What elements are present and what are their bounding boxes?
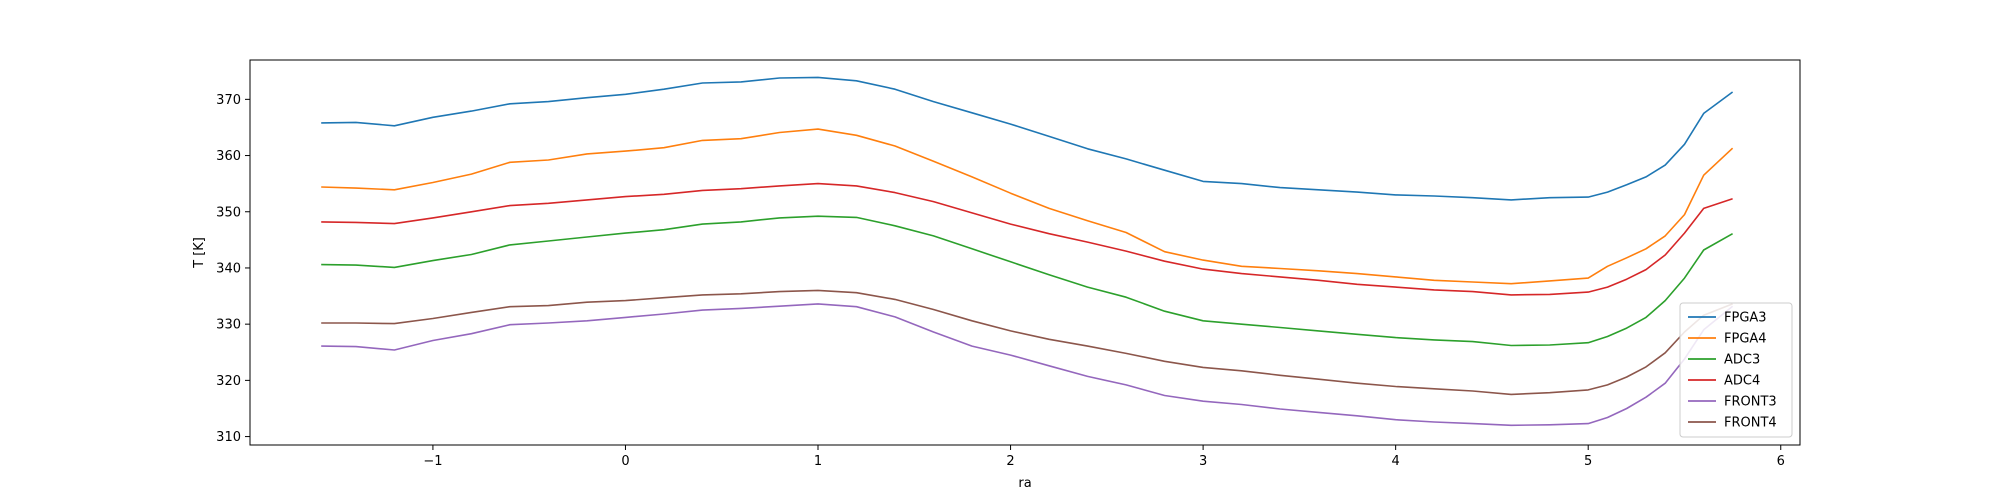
legend-label: ADC4 bbox=[1724, 374, 1760, 389]
x-tick-label: 6 bbox=[1777, 454, 1785, 469]
y-axis-ticks: 310 320 330 340 350 360 370 bbox=[216, 93, 250, 445]
x-axis-ticks: −1 0 1 2 3 4 5 6 bbox=[423, 445, 1785, 469]
x-tick-label: 5 bbox=[1584, 454, 1592, 469]
y-tick-label: 350 bbox=[216, 205, 241, 220]
y-tick-label: 360 bbox=[216, 149, 241, 164]
series-line-fpga3 bbox=[321, 76, 1734, 201]
x-tick-label: 3 bbox=[1199, 454, 1207, 469]
series-line-adc3 bbox=[321, 215, 1733, 347]
y-axis-label: T [K] bbox=[192, 237, 207, 269]
y-tick-label: 320 bbox=[216, 374, 241, 389]
series-lines bbox=[321, 76, 1734, 427]
legend-label: FPGA4 bbox=[1724, 332, 1767, 347]
legend-label: ADC3 bbox=[1724, 353, 1760, 368]
plot-frame bbox=[249, 59, 1801, 446]
legend-label: FRONT4 bbox=[1724, 416, 1777, 431]
legend-box bbox=[1679, 302, 1793, 438]
y-tick-label: 310 bbox=[216, 430, 241, 445]
x-tick-label: −1 bbox=[423, 454, 442, 469]
x-axis-label: ra bbox=[1018, 476, 1031, 491]
legend: FPGA3 FPGA4 ADC3 ADC4 FRONT3 FRONT4 bbox=[1679, 302, 1793, 438]
plot-area bbox=[321, 76, 1734, 427]
legend-label: FPGA3 bbox=[1724, 311, 1767, 326]
y-tick-label: 330 bbox=[216, 318, 241, 333]
series-line-front4 bbox=[321, 289, 1733, 396]
series-line-front3 bbox=[321, 303, 1734, 427]
series-line-adc4 bbox=[321, 182, 1733, 296]
x-tick-label: 0 bbox=[621, 454, 629, 469]
series-line-fpga4 bbox=[321, 128, 1734, 285]
y-tick-label: 340 bbox=[216, 261, 241, 276]
x-tick-label: 4 bbox=[1392, 454, 1400, 469]
x-tick-label: 2 bbox=[1006, 454, 1014, 469]
legend-label: FRONT3 bbox=[1724, 395, 1777, 410]
y-tick-label: 370 bbox=[216, 93, 241, 108]
x-tick-label: 1 bbox=[814, 454, 822, 469]
